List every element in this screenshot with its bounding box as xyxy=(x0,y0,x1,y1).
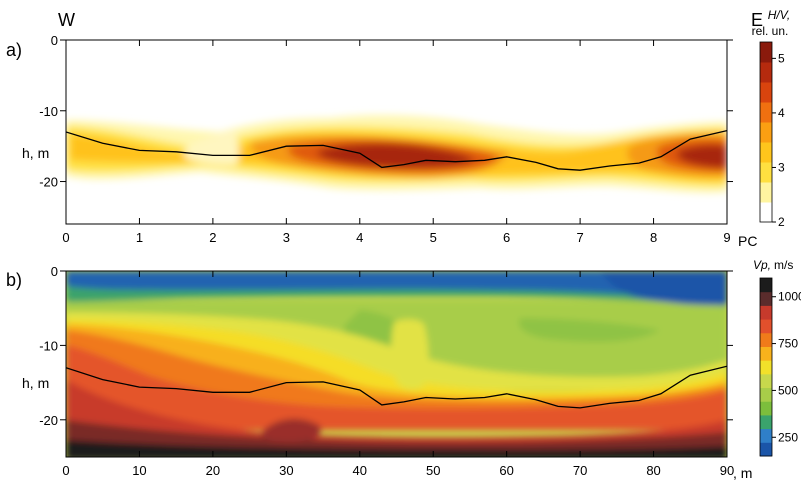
x-tick-label: 0 xyxy=(62,463,69,478)
hv-colorbar-swatch xyxy=(760,182,772,203)
hv-colorbar-swatch xyxy=(760,42,772,63)
x-tick-label: 20 xyxy=(206,463,220,478)
hv-colorbar-swatch xyxy=(760,202,772,223)
panel-a-axes: 0 1 2 3 4 5 6 7 8 9 0 -10 -20 xyxy=(39,33,733,245)
vp-colorbar-swatch xyxy=(760,319,772,334)
y-tick-label: 0 xyxy=(51,33,58,48)
vp-layer-red-bump xyxy=(261,418,321,442)
panel-b-x-unit: , m xyxy=(733,465,752,481)
hv-colorbar-swatch xyxy=(760,162,772,183)
x-tick-label: 30 xyxy=(279,463,293,478)
x-tick-label: 10 xyxy=(132,463,146,478)
vp-layer-blue-east xyxy=(600,271,727,306)
hv-band-level-5-east xyxy=(677,144,727,168)
vp-colorbar-swatch xyxy=(760,428,772,443)
panel-a-boundary-line xyxy=(66,129,727,171)
vp-colorbar-swatch xyxy=(760,332,772,347)
vp-colorbar-swatch xyxy=(760,360,772,375)
vp-layer-red-orange xyxy=(66,345,727,430)
x-tick-label: 8 xyxy=(650,230,657,245)
vp-colorbar-swatch xyxy=(760,278,772,293)
panel-a-heatmap xyxy=(66,115,727,193)
vp-colorbar-swatch xyxy=(760,442,772,457)
x-tick-label: 50 xyxy=(426,463,440,478)
x-tick-label: 5 xyxy=(430,230,437,245)
panel-b-axes: 0 10 20 30 40 50 60 70 80 90 0 -10 -20 xyxy=(39,264,734,478)
panel-b-y-axis-label: h, m xyxy=(22,375,49,391)
panel-a-x-unit: PC xyxy=(738,233,757,249)
hv-colorbar-swatch xyxy=(760,122,772,143)
vp-colorbar-swatch xyxy=(760,305,772,320)
x-tick-label: 90 xyxy=(720,463,734,478)
vp-colorbar-tick-label: 1000 xyxy=(778,290,801,304)
panel-a-colorbar-title: H/V, xyxy=(768,8,790,22)
hv-colorbar-swatch xyxy=(760,102,772,123)
panel-a-colorbar: H/V, rel. un. 5 4 3 2 xyxy=(752,8,791,229)
vp-colorbar-tick-label: 500 xyxy=(778,383,798,397)
x-tick-label: 7 xyxy=(576,230,583,245)
vp-layer-blue xyxy=(66,271,727,300)
vp-colorbar-tick-label: 750 xyxy=(778,337,798,351)
panel-a-label: a) xyxy=(6,40,22,60)
x-tick-label: 4 xyxy=(356,230,363,245)
panel-a-west-label: W xyxy=(58,10,75,30)
vp-layer-yellow-plume xyxy=(391,319,429,390)
hv-colorbar-tick-label: 2 xyxy=(778,215,785,229)
panel-b-boundary-line xyxy=(66,365,727,409)
y-tick-label: -20 xyxy=(39,175,58,190)
hv-colorbar-tick-label: 4 xyxy=(778,106,785,120)
x-tick-label: 2 xyxy=(209,230,216,245)
vp-colorbar-swatch xyxy=(760,373,772,389)
vp-layer-black xyxy=(66,440,727,457)
panel-b: b) xyxy=(6,258,801,481)
hv-colorbar-swatch xyxy=(760,62,772,83)
vp-layer-red xyxy=(66,380,727,450)
hv-colorbar-swatch xyxy=(760,82,772,103)
vp-layer-green-east xyxy=(519,318,660,342)
vp-colorbar-tick-label: 250 xyxy=(778,430,798,444)
vp-colorbar-swatch xyxy=(760,414,772,430)
x-tick-label: 60 xyxy=(499,463,513,478)
panel-a-frame xyxy=(65,39,728,225)
vp-colorbar-swatch xyxy=(760,401,772,416)
panel-a: W E a) 0 1 2 3 4 5 6 7 8 9 0 -10 -20 h, m xyxy=(6,8,790,249)
panel-b-heatmap xyxy=(66,271,727,457)
x-tick-label: 3 xyxy=(283,230,290,245)
x-tick-label: 80 xyxy=(646,463,660,478)
x-tick-label: 1 xyxy=(136,230,143,245)
panel-b-colorbar: Vp, m/s 1000 750 500 250 xyxy=(753,258,801,457)
hv-colorbar-tick-label: 5 xyxy=(778,51,785,65)
y-tick-label: -20 xyxy=(39,413,58,428)
y-tick-label: 0 xyxy=(51,264,58,279)
vp-colorbar-swatch xyxy=(760,291,772,306)
hv-colorbar-frame xyxy=(759,41,773,223)
panel-a-colorbar-subtitle: rel. un. xyxy=(752,24,789,38)
y-tick-label: -10 xyxy=(39,104,58,119)
vp-colorbar-swatch xyxy=(760,346,772,361)
panel-a-y-axis-label: h, m xyxy=(22,145,49,161)
x-tick-label: 9 xyxy=(723,230,730,245)
vp-colorbar-swatch xyxy=(760,387,772,402)
x-tick-label: 70 xyxy=(573,463,587,478)
y-tick-label: -10 xyxy=(39,338,58,353)
panel-b-frame xyxy=(65,270,728,458)
x-tick-label: 0 xyxy=(62,230,69,245)
x-tick-label: 6 xyxy=(503,230,510,245)
vp-colorbar-frame xyxy=(759,277,773,457)
panel-b-colorbar-title: Vp, xyxy=(753,258,771,272)
panel-b-colorbar-unit: m/s xyxy=(774,258,793,272)
hv-gap-low xyxy=(185,130,239,166)
hv-colorbar-swatch xyxy=(760,142,772,163)
x-tick-label: 40 xyxy=(353,463,367,478)
hv-band-level-5 xyxy=(317,143,475,168)
panel-a-east-label: E xyxy=(751,10,763,30)
hv-colorbar-tick-label: 3 xyxy=(778,160,785,174)
panel-b-label: b) xyxy=(6,270,22,290)
